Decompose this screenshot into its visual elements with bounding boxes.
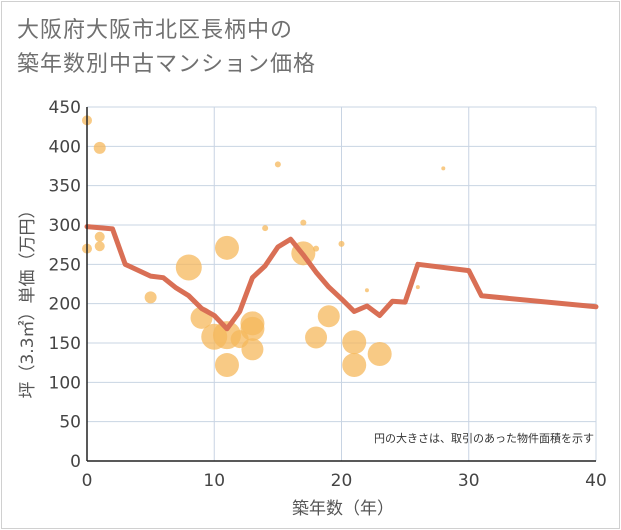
x-tick-label: 0 — [82, 471, 93, 491]
y-tick-label: 350 — [49, 177, 81, 197]
y-tick-label: 400 — [49, 137, 81, 157]
data-bubble — [274, 161, 281, 168]
x-tick-labels: 0 10 20 30 40 — [82, 471, 607, 491]
y-tick-label: 200 — [49, 295, 81, 315]
grid-lines — [87, 106, 597, 461]
data-bubble — [305, 326, 328, 349]
data-bubble — [364, 288, 369, 293]
data-bubble — [300, 219, 307, 226]
y-tick-label: 0 — [70, 452, 81, 472]
data-bubble — [338, 240, 345, 247]
data-bubble — [367, 342, 392, 367]
data-bubble — [214, 353, 239, 378]
y-tick-label: 100 — [49, 373, 81, 393]
y-tick-label: 250 — [49, 255, 81, 275]
data-bubble — [441, 166, 446, 171]
axis-lines — [86, 107, 596, 462]
data-bubble — [241, 338, 264, 361]
data-bubble — [94, 241, 105, 252]
x-tick-label: 30 — [458, 471, 480, 491]
y-tick-label: 450 — [49, 98, 81, 118]
data-bubble — [214, 235, 239, 260]
x-tick-label: 20 — [331, 471, 353, 491]
y-tick-label: 300 — [49, 216, 81, 236]
data-bubble — [317, 305, 340, 328]
data-bubble — [262, 225, 269, 232]
data-bubble — [144, 291, 157, 304]
data-bubble — [342, 353, 367, 378]
x-axis-label: 築年数（年） — [292, 499, 394, 519]
y-axis-label: 坪（3.3㎡）単価（万円） — [18, 201, 38, 398]
y-tick-label: 50 — [59, 413, 81, 433]
size-note: 円の大きさは、取引のあった物件面積を示す — [374, 431, 594, 445]
data-bubble — [93, 141, 106, 154]
title-line-1: 大阪府大阪市北区長柄中の — [17, 18, 294, 43]
data-bubble — [94, 231, 105, 242]
y-tick-label: 150 — [49, 334, 81, 354]
data-bubble — [415, 285, 420, 290]
x-tick-label: 40 — [585, 471, 607, 491]
chart-title: 大阪府大阪市北区長柄中の 築年数別中古マンション価格 — [17, 14, 577, 82]
trend-line — [84, 224, 599, 332]
data-bubble — [240, 316, 265, 341]
data-bubble — [175, 254, 202, 281]
x-tick-label: 10 — [203, 471, 225, 491]
data-bubble — [313, 245, 320, 252]
data-bubble — [342, 330, 367, 355]
y-tick-labels: 0 50 100 150 200 250 300 350 400 450 — [49, 98, 81, 472]
title-line-2: 築年数別中古マンション価格 — [17, 52, 317, 77]
bubble-series — [82, 115, 446, 378]
